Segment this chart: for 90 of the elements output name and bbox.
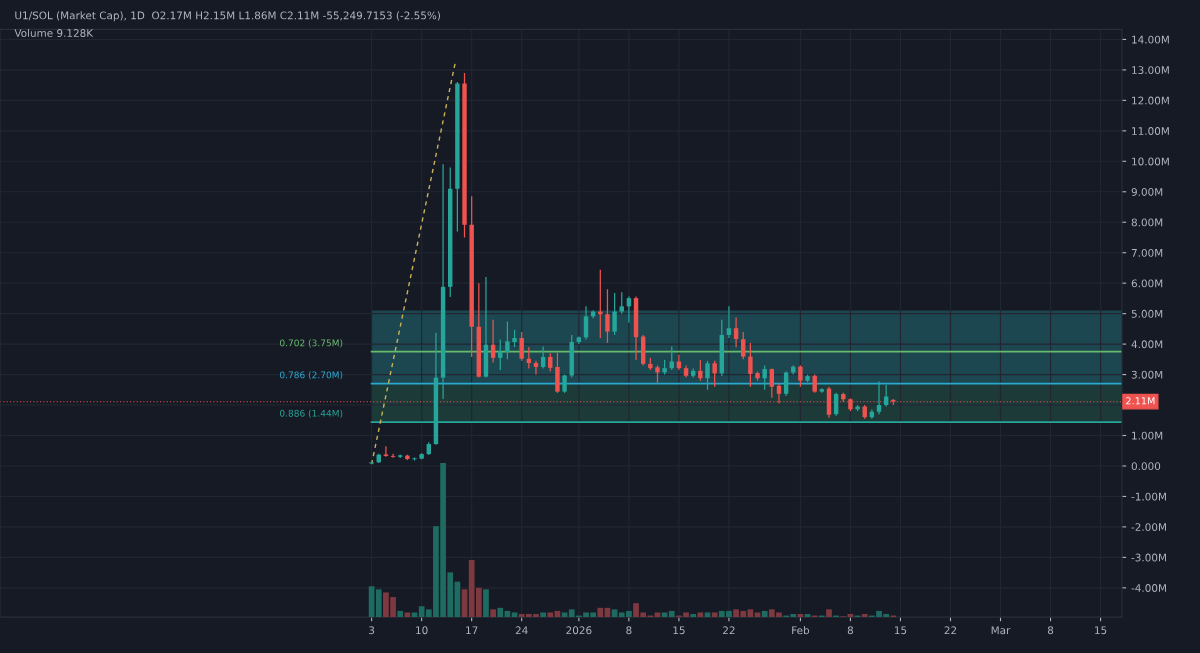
- candlestick: [726, 305, 732, 339]
- x-tick-label: 15: [1095, 626, 1107, 635]
- candlestick: [762, 364, 767, 391]
- candlestick: [712, 360, 717, 388]
- bar: [411, 612, 418, 618]
- x-tick-label: 17: [466, 626, 478, 635]
- bar: [404, 612, 411, 618]
- bar: [690, 614, 697, 618]
- x-tick-label: 15: [673, 626, 685, 635]
- y-tick-label: 7.00M: [1131, 248, 1163, 257]
- x-tick-label: 8: [847, 626, 854, 635]
- ref-line-label: 0.886 (1.44M): [279, 409, 343, 418]
- candlestick: [833, 392, 839, 417]
- bar: [754, 612, 761, 618]
- bar: [547, 612, 554, 618]
- y-tick-label: 5.00M: [1131, 309, 1163, 318]
- x-tick-label: 24: [515, 626, 528, 635]
- candlestick: [812, 373, 817, 394]
- bar: [511, 612, 518, 618]
- x-tick-label: 22: [723, 626, 735, 635]
- candlestick: [733, 316, 739, 348]
- y-tick-label: 8.00M: [1131, 218, 1163, 227]
- candlestick: [498, 338, 503, 371]
- candlestick: [519, 331, 524, 362]
- bar: [497, 607, 504, 618]
- candlestick: [383, 445, 389, 458]
- candlestick: [798, 364, 803, 388]
- bar: [661, 612, 668, 618]
- y-tick-label: 10.00M: [1132, 157, 1169, 166]
- candlestick: [612, 292, 617, 336]
- bar: [704, 612, 711, 618]
- bar: [561, 612, 568, 618]
- bar: [490, 609, 496, 618]
- x-tick-label: 3: [369, 626, 375, 635]
- y-tick-label: -1.00M: [1131, 492, 1166, 501]
- candlestick: [698, 359, 703, 382]
- candlestick: [669, 345, 674, 371]
- chart-title: U1/SOL (Market Cap), 1D O2.17M H2.15M L1.86M C2.11M -55,249.7153 (-2.55%): [15, 11, 440, 22]
- bar: [611, 609, 618, 618]
- bar: [747, 609, 754, 618]
- bar: [375, 589, 382, 618]
- candlestick: [505, 320, 510, 360]
- candlestick: [769, 367, 775, 399]
- x-tick-label: 10: [416, 626, 428, 635]
- y-tick-label: 11.00M: [1132, 127, 1169, 135]
- x-tick-label: 15: [894, 626, 907, 635]
- x-tick-label: 8: [1047, 626, 1054, 635]
- y-tick-label: -2.00M: [1131, 523, 1166, 532]
- candlestick: [605, 288, 610, 344]
- ref-line-label: 0.702 (3.75M): [279, 339, 343, 348]
- candlestick: [705, 360, 710, 391]
- y-tick-label: 13.00M: [1132, 66, 1169, 75]
- y-tick-label: 1.00M: [1132, 431, 1163, 440]
- y-tick-label: 4.00M: [1131, 340, 1163, 349]
- candlestick: [619, 291, 624, 315]
- y-tick-label: 0.000: [1131, 462, 1161, 471]
- x-tick-label: 22: [944, 626, 957, 635]
- bar: [540, 612, 546, 618]
- y-tick-label: -3.00M: [1131, 553, 1166, 562]
- candlestick: [390, 453, 396, 459]
- candlestick: [548, 352, 553, 373]
- x-tick-label: Mar: [991, 626, 1011, 635]
- bar: [861, 614, 868, 618]
- bar: [711, 612, 718, 618]
- bar: [654, 612, 661, 618]
- y-tick-label: -4.00M: [1131, 584, 1166, 592]
- ref-line-label: 0.786 (2.70M): [279, 371, 343, 380]
- y-tick-label: 14.00M: [1132, 35, 1169, 44]
- chart-title: Volume 9.128K: [14, 28, 94, 37]
- x-tick-label: 8: [626, 626, 632, 635]
- bar: [397, 610, 404, 618]
- candlestick: [490, 319, 496, 364]
- bar: [483, 589, 489, 618]
- bar: [697, 612, 704, 618]
- candlestick: [783, 370, 789, 397]
- x-tick-label: Feb: [792, 626, 810, 635]
- candlestick: [748, 342, 753, 388]
- bar: [597, 607, 604, 618]
- candlestick: [741, 331, 746, 360]
- y-tick-label: 6.00M: [1131, 279, 1163, 288]
- candlestick: [876, 380, 882, 415]
- ref-line-label: 2.11M: [1126, 397, 1155, 405]
- y-tick-label: 3.00M: [1131, 370, 1163, 379]
- bar: [668, 610, 675, 618]
- candlestick: [583, 305, 589, 341]
- y-tick-label: 12.00M: [1132, 96, 1169, 105]
- y-tick-label: 9.00M: [1131, 188, 1163, 196]
- bar: [761, 610, 768, 618]
- x-tick-label: 2026: [566, 626, 592, 635]
- bar: [826, 609, 832, 618]
